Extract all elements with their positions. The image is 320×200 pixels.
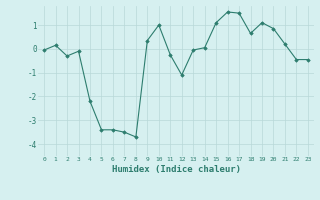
X-axis label: Humidex (Indice chaleur): Humidex (Indice chaleur) <box>111 165 241 174</box>
